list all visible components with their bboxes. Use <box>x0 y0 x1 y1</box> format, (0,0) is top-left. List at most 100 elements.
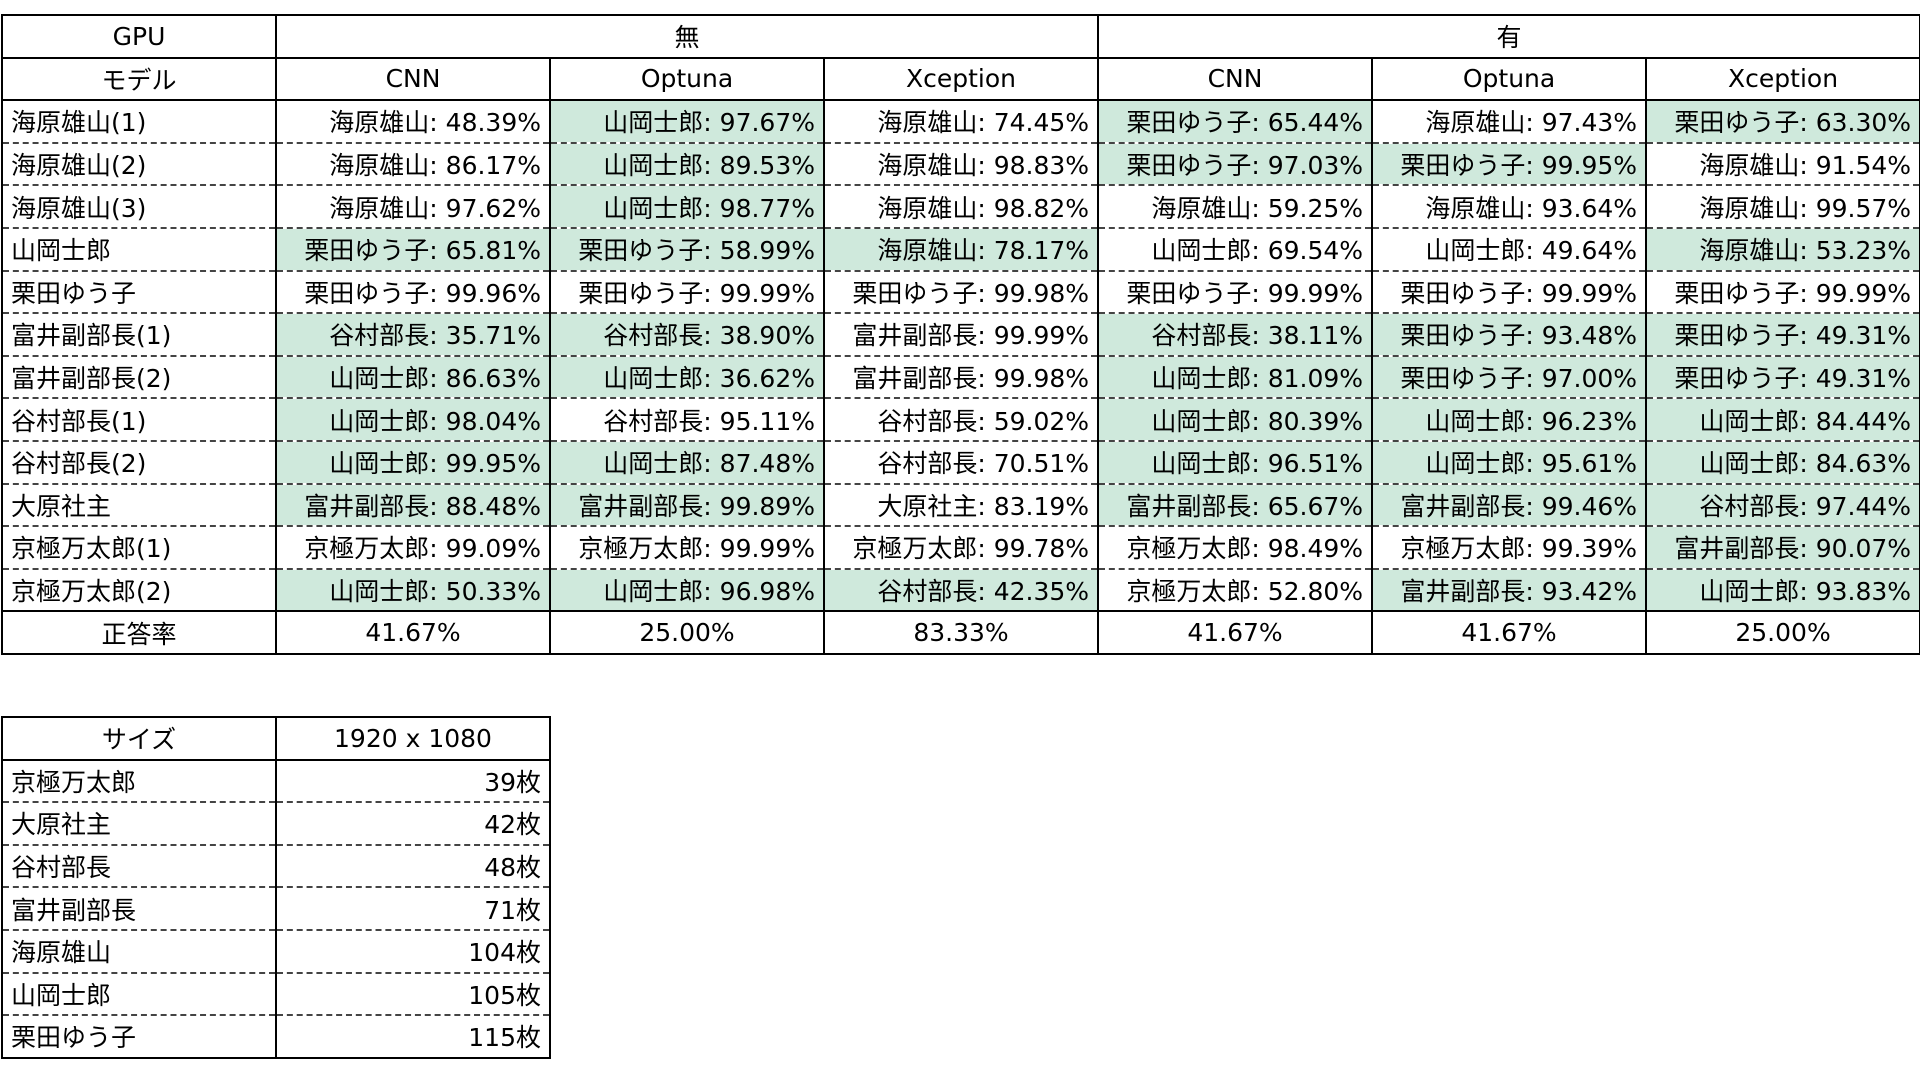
table-row: 谷村部長(2) 山岡士郎: 99.95% 山岡士郎: 87.48% 谷村部長: 70.… <box>1 440 1920 485</box>
result-cell-highlighted: 富井副部長: 90.07% <box>1645 526 1920 570</box>
accuracy-value: 25.00% <box>549 610 825 655</box>
result-cell-highlighted: 栗田ゆう子: 93.48% <box>1371 313 1648 357</box>
result-cell-highlighted: 栗田ゆう子: 65.44% <box>1097 100 1374 144</box>
result-cell-highlighted: 富井副部長: 99.46% <box>1371 483 1648 528</box>
result-cell: 海原雄山: 98.82% <box>822 185 1100 229</box>
result-cell-highlighted: 谷村部長: 38.90% <box>549 313 825 357</box>
result-cell-highlighted: 栗田ゆう子: 58.99% <box>549 227 825 272</box>
dataset-size-table-body: サイズ 1920 x 1080 京極万太郎 39枚 大原社主 42枚 谷村部長 48枚 富井… <box>1 716 551 1059</box>
result-cell-highlighted: 山岡士郎: 96.98% <box>549 568 825 612</box>
result-cell: 海原雄山: 97.43% <box>1371 100 1648 144</box>
result-cell-highlighted: 海原雄山: 53.23% <box>1645 227 1920 272</box>
result-cell: 京極万太郎: 98.49% <box>1097 526 1374 570</box>
result-cell: 京極万太郎: 99.09% <box>275 526 551 570</box>
table-row: 大原社主 富井副部長: 88.48% 富井副部長: 99.89% 大原社主: 83.1… <box>1 483 1920 528</box>
result-cell: 富井副部長: 99.99% <box>822 313 1100 357</box>
size-row-count: 105枚 <box>275 972 551 1017</box>
size-header-row: サイズ 1920 x 1080 <box>1 716 551 761</box>
result-cell-highlighted: 谷村部長: 38.11% <box>1097 313 1374 357</box>
result-cell-highlighted: 山岡士郎: 97.67% <box>549 100 825 144</box>
row-label: 山岡士郎 <box>1 227 277 272</box>
result-cell: 海原雄山: 74.45% <box>822 100 1100 144</box>
size-row-count: 115枚 <box>275 1015 551 1059</box>
model-header-optuna: Optuna <box>1371 57 1648 102</box>
table-row: 京極万太郎(1) 京極万太郎: 99.09% 京極万太郎: 99.99% 京極万太郎:… <box>1 526 1920 570</box>
result-cell: 谷村部長: 70.51% <box>822 440 1100 485</box>
size-row: 谷村部長 48枚 <box>1 844 551 889</box>
result-cell: 大原社主: 83.19% <box>822 483 1100 528</box>
row-label: 谷村部長(2) <box>1 440 277 485</box>
result-cell: 栗田ゆう子: 99.99% <box>1097 270 1374 315</box>
result-cell-highlighted: 海原雄山: 78.17% <box>822 227 1100 272</box>
size-header-label: サイズ <box>1 716 277 761</box>
result-cell: 京極万太郎: 99.39% <box>1371 526 1648 570</box>
result-cell: 栗田ゆう子: 99.99% <box>549 270 825 315</box>
results-table-body: GPU 無 有 モデル CNN Optuna Xception CNN Optu… <box>1 14 1920 655</box>
result-cell-highlighted: 栗田ゆう子: 99.95% <box>1371 142 1648 187</box>
result-cell: 海原雄山: 59.25% <box>1097 185 1374 229</box>
row-label: 京極万太郎(2) <box>1 568 277 612</box>
size-row: 山岡士郎 105枚 <box>1 972 551 1017</box>
result-cell: 海原雄山: 97.62% <box>275 185 551 229</box>
result-cell: 京極万太郎: 52.80% <box>1097 568 1374 612</box>
result-cell-highlighted: 山岡士郎: 99.95% <box>275 440 551 485</box>
row-label: 大原社主 <box>1 483 277 528</box>
row-label: 富井副部長(1) <box>1 313 277 357</box>
row-label: 海原雄山(2) <box>1 142 277 187</box>
size-header-value: 1920 x 1080 <box>275 716 551 761</box>
result-cell: 富井副部長: 99.98% <box>822 355 1100 400</box>
size-row-count: 42枚 <box>275 802 551 846</box>
size-row-count: 39枚 <box>275 759 551 804</box>
table-row: 海原雄山(2) 海原雄山: 86.17% 山岡士郎: 89.53% 海原雄山: 98.… <box>1 142 1920 187</box>
result-cell-highlighted: 山岡士郎: 81.09% <box>1097 355 1374 400</box>
result-cell: 海原雄山: 98.83% <box>822 142 1100 187</box>
result-cell-highlighted: 富井副部長: 88.48% <box>275 483 551 528</box>
row-label: 富井副部長(2) <box>1 355 277 400</box>
result-cell-highlighted: 富井副部長: 99.89% <box>549 483 825 528</box>
size-row: 大原社主 42枚 <box>1 802 551 846</box>
result-cell-highlighted: 山岡士郎: 96.51% <box>1097 440 1374 485</box>
table-row: 栗田ゆう子 栗田ゆう子: 99.96% 栗田ゆう子: 99.99% 栗田ゆう子: 99… <box>1 270 1920 315</box>
size-row: 栗田ゆう子 115枚 <box>1 1015 551 1059</box>
table-row: 谷村部長(1) 山岡士郎: 98.04% 谷村部長: 95.11% 谷村部長: 59.… <box>1 398 1920 442</box>
table-row: 山岡士郎 栗田ゆう子: 65.81% 栗田ゆう子: 58.99% 海原雄山: 78.1… <box>1 227 1920 272</box>
result-cell: 海原雄山: 48.39% <box>275 100 551 144</box>
result-cell-highlighted: 山岡士郎: 84.63% <box>1645 440 1920 485</box>
result-cell-highlighted: 山岡士郎: 89.53% <box>549 142 825 187</box>
result-cell-highlighted: 谷村部長: 35.71% <box>275 313 551 357</box>
result-cell: 栗田ゆう子: 99.99% <box>1371 270 1648 315</box>
result-cell-highlighted: 栗田ゆう子: 97.00% <box>1371 355 1648 400</box>
row-label: 栗田ゆう子 <box>1 270 277 315</box>
accuracy-row: 正答率 41.67% 25.00% 83.33% 41.67% 41.67% 2… <box>1 610 1920 655</box>
result-cell-highlighted: 栗田ゆう子: 65.81% <box>275 227 551 272</box>
result-cell-highlighted: 谷村部長: 42.35% <box>822 568 1100 612</box>
size-row-count: 48枚 <box>275 844 551 889</box>
model-header-label: モデル <box>1 57 277 102</box>
model-header-optuna: Optuna <box>549 57 825 102</box>
group-header-without-gpu: 無 <box>274 14 1100 59</box>
result-cell-highlighted: 栗田ゆう子: 97.03% <box>1097 142 1374 187</box>
table-row: 海原雄山(1) 海原雄山: 48.39% 山岡士郎: 97.67% 海原雄山: 74.… <box>1 100 1920 144</box>
row-label: 海原雄山(3) <box>1 185 277 229</box>
size-row-name: 栗田ゆう子 <box>1 1015 277 1059</box>
row-label: 海原雄山(1) <box>1 100 277 144</box>
table-row: 富井副部長(2) 山岡士郎: 86.63% 山岡士郎: 36.62% 富井副部長: 9… <box>1 355 1920 400</box>
result-cell-highlighted: 栗田ゆう子: 63.30% <box>1645 100 1920 144</box>
model-header-cnn: CNN <box>1097 57 1374 102</box>
result-cell-highlighted: 山岡士郎: 84.44% <box>1645 398 1920 442</box>
model-header-row: モデル CNN Optuna Xception CNN Optuna Xcept… <box>1 57 1920 102</box>
size-row-name: 山岡士郎 <box>1 972 277 1017</box>
result-cell-highlighted: 谷村部長: 97.44% <box>1645 483 1920 528</box>
result-cell: 京極万太郎: 99.78% <box>822 526 1100 570</box>
table-row: 富井副部長(1) 谷村部長: 35.71% 谷村部長: 38.90% 富井副部長: 9… <box>1 313 1920 357</box>
size-row-name: 大原社主 <box>1 802 277 846</box>
result-cell: 栗田ゆう子: 99.98% <box>822 270 1100 315</box>
size-row: 富井副部長 71枚 <box>1 887 551 931</box>
result-cell-highlighted: 富井副部長: 93.42% <box>1371 568 1648 612</box>
model-header-xception: Xception <box>822 57 1100 102</box>
model-header-xception: Xception <box>1645 57 1920 102</box>
result-cell: 栗田ゆう子: 99.96% <box>275 270 551 315</box>
size-row-name: 京極万太郎 <box>1 759 277 804</box>
result-cell: 海原雄山: 86.17% <box>275 142 551 187</box>
result-cell-highlighted: 山岡士郎: 50.33% <box>275 568 551 612</box>
